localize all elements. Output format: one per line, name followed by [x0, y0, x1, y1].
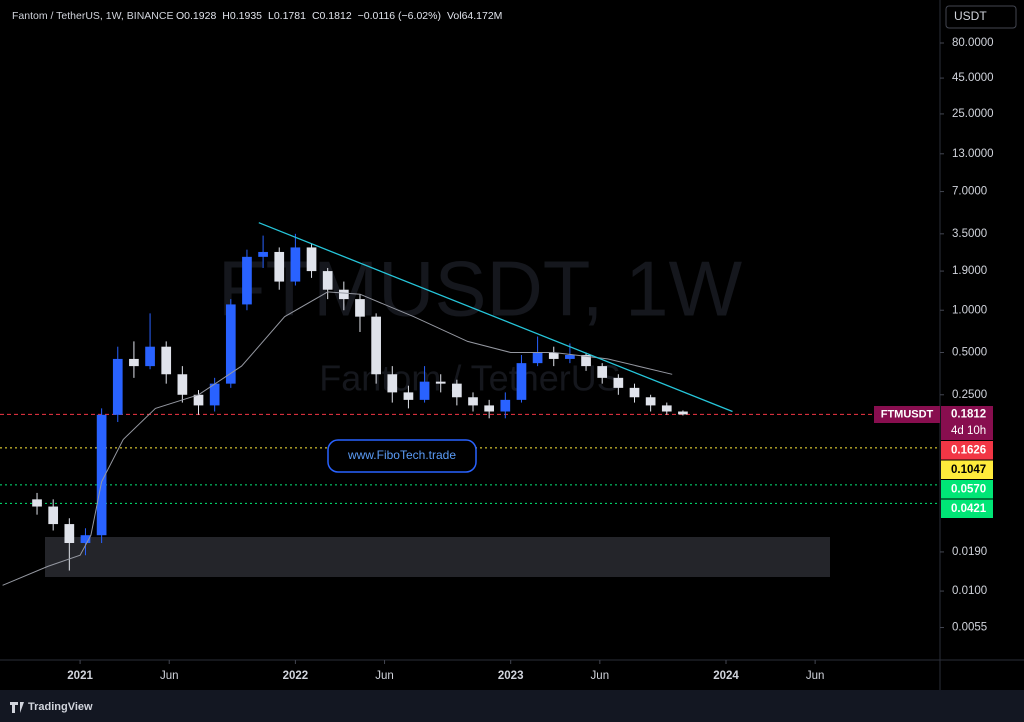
link[interactable]: www.FiboTech.trade: [347, 448, 456, 462]
countdown: 4d 10h: [951, 425, 986, 437]
candle-body: [565, 354, 575, 359]
y-tick-label: 7.0000: [952, 186, 987, 198]
candle-body: [258, 251, 268, 257]
last-price-box: [941, 406, 993, 440]
symbol: Fantom / TetherUS, 1W, BINANCE: [12, 10, 173, 22]
candle-body: [419, 381, 430, 400]
trend-line: [258, 222, 733, 413]
x-tick-label: 2023: [498, 670, 524, 682]
candle-body: [274, 251, 285, 282]
x-tick-label: Jun: [160, 670, 179, 682]
candle-body: [32, 499, 42, 507]
candle-body: [500, 399, 511, 412]
x-tick-label: Jun: [806, 670, 825, 682]
candle-body: [161, 346, 172, 375]
y-tick-label: 45.0000: [952, 72, 994, 84]
candle-body: [129, 358, 139, 367]
candle-body: [548, 352, 559, 359]
level-label: 0.0421: [951, 503, 987, 515]
candle-body: [387, 374, 398, 393]
ohlc-field: L0.1781: [268, 10, 306, 22]
candle-body: [678, 411, 688, 415]
candle-body: [516, 363, 527, 400]
watermark-sub: Fantom / TetherUS: [319, 358, 620, 399]
candle-body: [435, 381, 446, 384]
header: Fantom / TetherUS, 1W, BINANCE O0.1928 H0.…: [12, 10, 502, 22]
y-tick-label: 1.0000: [952, 304, 987, 316]
plot: [0, 222, 940, 586]
candle-body: [581, 354, 591, 367]
level-label: 0.0570: [951, 484, 986, 496]
last-symbol: FTMUSDT: [881, 408, 934, 420]
y-tick-label: 0.2500: [952, 389, 987, 401]
y-tick-label: 13.0000: [952, 148, 994, 160]
level-box: [941, 480, 993, 499]
candle-body: [145, 346, 155, 367]
y-tick-label: 1.9000: [952, 265, 987, 277]
candle-body: [64, 524, 75, 543]
level-label: 0.1047: [951, 464, 986, 476]
y-tick-label: 0.0100: [952, 585, 987, 597]
candle-body: [452, 383, 462, 398]
bottom-bar: [0, 690, 1024, 722]
candle-body: [48, 506, 59, 525]
logo: [10, 702, 24, 713]
candle-body: [209, 383, 220, 406]
candle-body: [629, 387, 640, 398]
candle-body: [290, 247, 301, 282]
ohlc-field: O0.1928: [176, 10, 216, 22]
candle-body: [96, 414, 107, 536]
y-tick-label: 0.0190: [952, 546, 987, 558]
candle-body: [371, 316, 381, 375]
brand: TradingView: [28, 701, 93, 713]
candle-body: [193, 394, 204, 406]
last-price: 0.1812: [951, 409, 986, 421]
candle-body: [355, 299, 365, 317]
zone: [45, 537, 830, 577]
candle-body: [80, 535, 91, 543]
candle-body: [597, 366, 608, 378]
x-tick-label: Jun: [591, 670, 610, 682]
ohlc-field: H0.1935: [222, 10, 262, 22]
candle-body: [645, 397, 656, 406]
candle-body: [532, 352, 543, 364]
level-box: [941, 460, 993, 479]
y-tick-label: 80.0000: [952, 37, 994, 49]
link-button[interactable]: [327, 439, 477, 473]
level-label: 0.1626: [951, 445, 986, 457]
candle-body: [484, 405, 495, 412]
candle-body: [177, 374, 188, 395]
level-box: [941, 499, 993, 518]
ohlc-field: C0.1812: [312, 10, 352, 22]
x-tick-label: Jun: [375, 670, 394, 682]
moving-average: [2, 291, 673, 586]
candle-body: [338, 289, 349, 300]
level-box: [941, 441, 993, 460]
x-tick-label: 2022: [283, 670, 309, 682]
y-tick-label: 3.5000: [952, 228, 987, 240]
x-tick-label: 2024: [713, 670, 739, 682]
candle-body: [306, 247, 317, 272]
candle-body: [112, 358, 123, 415]
candle-body: [225, 304, 236, 384]
watermark-main: FTMUSDT, 1W: [218, 245, 743, 333]
candle-body: [403, 392, 414, 400]
currency-button[interactable]: [945, 5, 1017, 29]
ohlc-field: −0.0116 (−6.02%): [358, 10, 441, 22]
y-tick-label: 25.0000: [952, 108, 994, 120]
candle-body: [468, 397, 478, 406]
currency[interactable]: USDT: [954, 9, 987, 23]
y-tick-label: 0.5000: [952, 347, 987, 359]
candle-body: [242, 256, 252, 305]
ohlc-field: Vol64.172M: [447, 10, 502, 22]
y-tick-label: 0.0055: [952, 622, 987, 634]
candle-body: [661, 405, 672, 412]
x-tick-label: 2021: [67, 670, 93, 682]
candle-body: [322, 271, 333, 290]
candle-body: [613, 377, 624, 388]
last-symbol-box: [874, 406, 940, 423]
